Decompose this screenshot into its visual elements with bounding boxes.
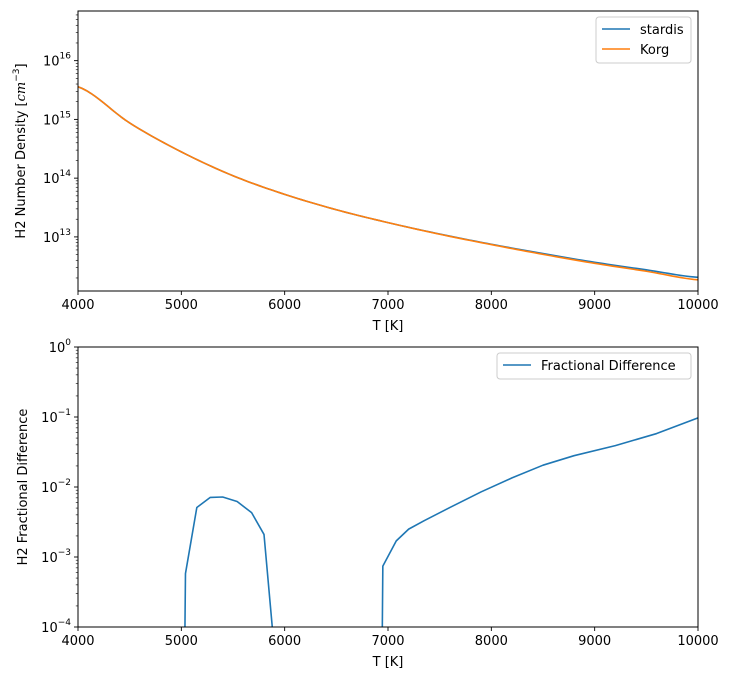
bottom-legend: Fractional Difference <box>496 352 692 380</box>
y-tick-label: 100 <box>49 338 72 356</box>
x-tick-label: 10000 <box>677 634 718 649</box>
top-y-axis: 1013 1014 1015 1016 <box>43 52 78 246</box>
y-tick-label: 1015 <box>43 110 71 128</box>
top-series-lines <box>78 85 698 281</box>
series-line-fractional-difference <box>184 496 274 627</box>
x-tick-label: 6000 <box>268 298 301 313</box>
x-tick-label: 4000 <box>61 298 94 313</box>
y-tick-label: 10−3 <box>41 548 71 566</box>
x-tick-label: 6000 <box>268 634 301 649</box>
y-tick-label: 10−1 <box>41 408 71 426</box>
top-chart: 4000 5000 6000 7000 8000 9000 10000 1013101410… <box>12 10 719 334</box>
y-tick-label: 1016 <box>43 52 71 70</box>
x-tick-label: 5000 <box>165 634 198 649</box>
bottom-y-axis: 10−4 10−3 10−2 10−1 100 <box>41 338 78 636</box>
x-tick-label: 5000 <box>165 298 198 313</box>
x-tick-label: 7000 <box>371 298 404 313</box>
bottom-x-axis-label: T [K] <box>372 655 404 670</box>
legend-label-fractional-difference: Fractional Difference <box>541 359 676 374</box>
series-line-fractional-difference <box>381 417 698 627</box>
x-tick-label: 9000 <box>578 634 611 649</box>
x-tick-label: 7000 <box>371 634 404 649</box>
top-x-axis: 4000 5000 6000 7000 8000 9000 10000 <box>61 291 719 313</box>
x-tick-label: 4000 <box>61 634 94 649</box>
y-tick-label: 10−2 <box>41 478 71 496</box>
bottom-chart: 4000 5000 6000 7000 8000 9000 10000 10−410−310… <box>16 338 719 670</box>
bottom-series-lines <box>184 417 698 627</box>
legend-label-korg: Korg <box>640 43 669 58</box>
bottom-x-axis: 4000 5000 6000 7000 8000 9000 10000 <box>61 627 719 649</box>
x-tick-label: 8000 <box>475 634 508 649</box>
y-tick-label: 10−4 <box>41 618 71 636</box>
y-tick-label: 1014 <box>43 169 71 187</box>
bottom-y-axis-label: H2 Fractional Difference <box>16 409 31 566</box>
legend-label-stardis: stardis <box>640 23 684 38</box>
series-line-korg <box>78 85 698 281</box>
x-tick-label: 8000 <box>475 298 508 313</box>
x-tick-label: 10000 <box>677 298 718 313</box>
top-y-axis-label: H2 Number Density [cm−3] <box>12 63 29 238</box>
top-x-axis-label: T [K] <box>372 319 404 334</box>
top-legend: stardis Korg <box>595 16 692 64</box>
y-tick-label: 1013 <box>43 228 71 246</box>
x-tick-label: 9000 <box>578 298 611 313</box>
